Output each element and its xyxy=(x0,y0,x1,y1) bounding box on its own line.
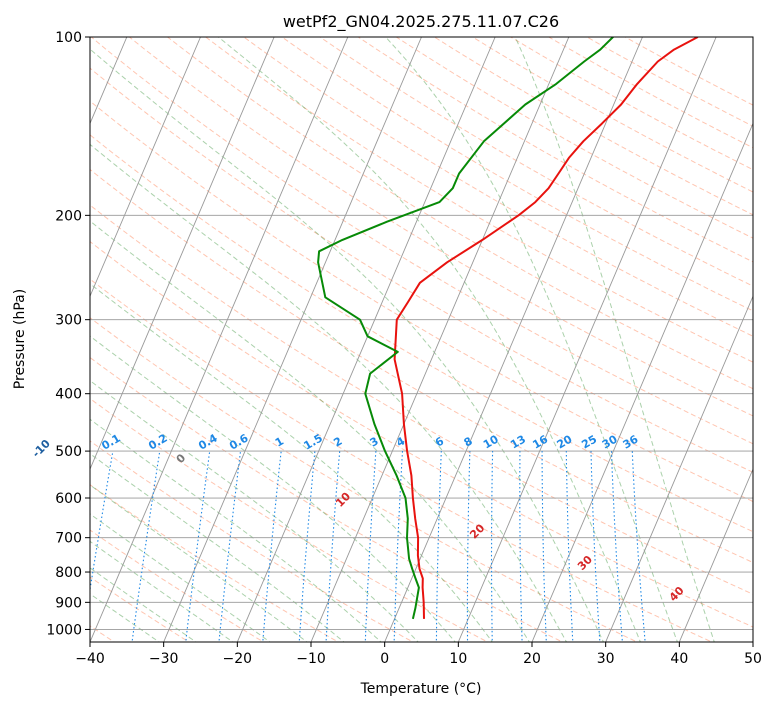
isotherm-line xyxy=(163,37,422,642)
dry-adiabat-line xyxy=(166,37,753,390)
temperature-profile-line xyxy=(393,37,699,619)
dry-adiabat-line xyxy=(90,67,753,473)
mixing-ratio-line xyxy=(590,451,601,642)
dry-adiabat-line xyxy=(204,37,753,363)
x-tick-label: −20 xyxy=(223,651,253,667)
isotherm-line xyxy=(531,122,753,642)
dry-adiabat-line xyxy=(90,204,753,595)
moist-adiabat-line xyxy=(90,48,605,642)
moist-adiabat-line xyxy=(90,283,493,642)
mixing-ratio-line xyxy=(364,451,377,642)
y-tick-label: 300 xyxy=(55,313,82,329)
dewpoint-profile-line xyxy=(317,37,614,620)
isotherm-line xyxy=(605,295,753,642)
mixing-ratio-line xyxy=(435,451,442,642)
y-tick-label: 200 xyxy=(55,208,82,224)
x-tick-label: 30 xyxy=(597,651,615,667)
x-tick-label: −40 xyxy=(75,651,105,667)
isotherm-line xyxy=(457,37,717,642)
isotherm-line xyxy=(90,37,349,642)
chart-title: wetPf2_GN04.2025.275.11.07.C26 xyxy=(283,12,559,32)
moist-adiabat-line xyxy=(218,37,642,642)
mixing-ratio-line xyxy=(490,451,494,642)
plot-area xyxy=(90,37,753,642)
moist-adiabat-line xyxy=(90,418,382,642)
x-tick-label: 50 xyxy=(744,651,762,667)
mixing-ratio-line xyxy=(393,451,404,642)
isotherm-line xyxy=(90,37,275,471)
y-axis-title: Pressure (hPa) xyxy=(12,289,28,389)
y-tick-label: 100 xyxy=(55,30,82,46)
y-tick-label: 900 xyxy=(55,595,82,611)
isotherm-line xyxy=(384,37,643,642)
isotherm-line xyxy=(90,37,201,298)
mixing-ratio-line xyxy=(541,451,547,642)
x-tick-label: −30 xyxy=(149,651,179,667)
plot-frame xyxy=(89,36,754,643)
y-tick-label: 700 xyxy=(55,531,82,547)
y-tick-label: 600 xyxy=(55,491,82,507)
y-tick-label: 800 xyxy=(55,565,82,581)
dry-adiabat-line xyxy=(128,37,753,417)
mixing-ratio-line xyxy=(466,451,471,642)
y-tick-label: 1000 xyxy=(46,622,82,638)
y-tick-label: 400 xyxy=(55,387,82,403)
x-tick-label: 40 xyxy=(670,651,688,667)
x-tick-label: 20 xyxy=(523,651,541,667)
mixing-ratio-line xyxy=(519,451,523,642)
dry-adiabat-line xyxy=(90,134,753,533)
x-tick-label: 0 xyxy=(380,651,389,667)
axes: −40 −30 −20 −10 0 10 20 30 40 50 100 200 300 400 500 60… xyxy=(46,30,762,667)
dry-adiabat-line xyxy=(90,241,753,628)
dry-adiabat-line xyxy=(90,37,753,445)
profile-lines xyxy=(317,37,699,620)
dry-adiabat-line xyxy=(90,356,564,642)
y-tick-label: 500 xyxy=(55,444,82,460)
dry-adiabat-line xyxy=(90,168,753,564)
x-tick-label: −10 xyxy=(296,651,326,667)
isotherm-line xyxy=(236,37,496,642)
x-tick-label: 10 xyxy=(449,651,467,667)
moist-adiabat-line xyxy=(90,484,308,642)
mixing-ratio-line xyxy=(565,451,574,642)
isotherm-line xyxy=(310,37,570,642)
x-axis-title: Temperature (°C) xyxy=(360,681,482,697)
isotherm-line xyxy=(678,467,753,642)
